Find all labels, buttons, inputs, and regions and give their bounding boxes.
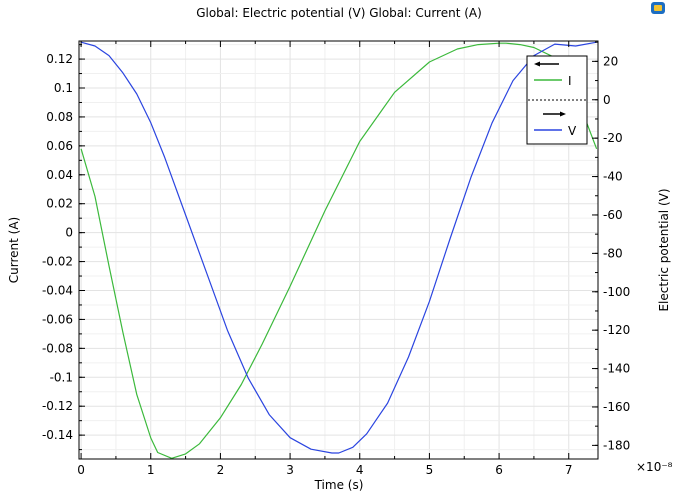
x-axis-multiplier-label: ×10⁻⁸ <box>636 460 673 474</box>
chart-title: Global: Electric potential (V) Global: C… <box>196 6 482 20</box>
x-tick-label: 5 <box>426 463 434 477</box>
series-layer <box>80 41 598 459</box>
plot-frame <box>78 40 599 460</box>
x-axis-title: Time (s) <box>314 478 364 492</box>
y-left-tick-label: -0.06 <box>42 312 73 326</box>
legend-right-axis-indicator <box>543 111 566 117</box>
y-left-tick-label: -0.08 <box>42 341 73 355</box>
y-axis-right-title: Electric potential (V) <box>657 188 671 311</box>
y-left-tick-label: 0.1 <box>54 81 73 95</box>
y-right-tick-label: -160 <box>603 400 630 414</box>
x-tick-label: 4 <box>356 463 364 477</box>
y-axis-left-title: Current (A) <box>7 217 21 283</box>
y-left-tick-label: -0.12 <box>42 399 73 413</box>
y-right-tick-label: 0 <box>603 93 611 107</box>
legend-label-i: I <box>568 74 572 88</box>
y-left-tick-label: 0.02 <box>46 197 73 211</box>
y-right-tick-label: -80 <box>603 246 623 260</box>
y-left-tick-label: -0.1 <box>50 370 73 384</box>
y-right-tick-label: -100 <box>603 285 630 299</box>
y-left-tick-label: -0.04 <box>42 283 73 297</box>
y-left-tick-label: 0.12 <box>46 52 73 66</box>
tick-layer: 0 1 2 3 4 5 6 7 0.12 0.1 0.08 0.06 0.04 0.02 0 -0.02 -0.… <box>42 41 630 477</box>
frame-layer <box>78 40 599 460</box>
grid-layer <box>79 41 598 459</box>
legend-left-axis-indicator <box>534 61 559 67</box>
legend: I V <box>526 55 588 145</box>
application-logo-icon <box>651 2 665 14</box>
y-right-tick-label: 20 <box>603 54 618 68</box>
x-tick-label: 2 <box>217 463 225 477</box>
x-tick-label: 1 <box>147 463 155 477</box>
y-right-tick-label: -120 <box>603 323 630 337</box>
y-left-tick-label: -0.02 <box>42 255 73 269</box>
y-left-tick-label: 0 <box>65 226 73 240</box>
y-right-tick-label: -60 <box>603 208 623 222</box>
x-tick-label: 7 <box>565 463 573 477</box>
y-left-tick-label: 0.06 <box>46 139 73 153</box>
y-left-tick-label: 0.04 <box>46 168 73 182</box>
series-line-v <box>80 41 597 454</box>
x-tick-label: 6 <box>495 463 503 477</box>
y-right-tick-label: -20 <box>603 131 623 145</box>
y-right-tick-label: -140 <box>603 362 630 376</box>
y-left-tick-label: 0.08 <box>46 110 73 124</box>
y-left-tick-label: -0.14 <box>42 428 73 442</box>
series-line-i <box>80 42 598 459</box>
x-tick-label: 0 <box>77 463 85 477</box>
x-tick-label: 3 <box>286 463 294 477</box>
legend-label-v: V <box>568 124 577 138</box>
y-right-tick-label: -40 <box>603 170 623 184</box>
y-right-tick-label: -180 <box>603 438 630 452</box>
